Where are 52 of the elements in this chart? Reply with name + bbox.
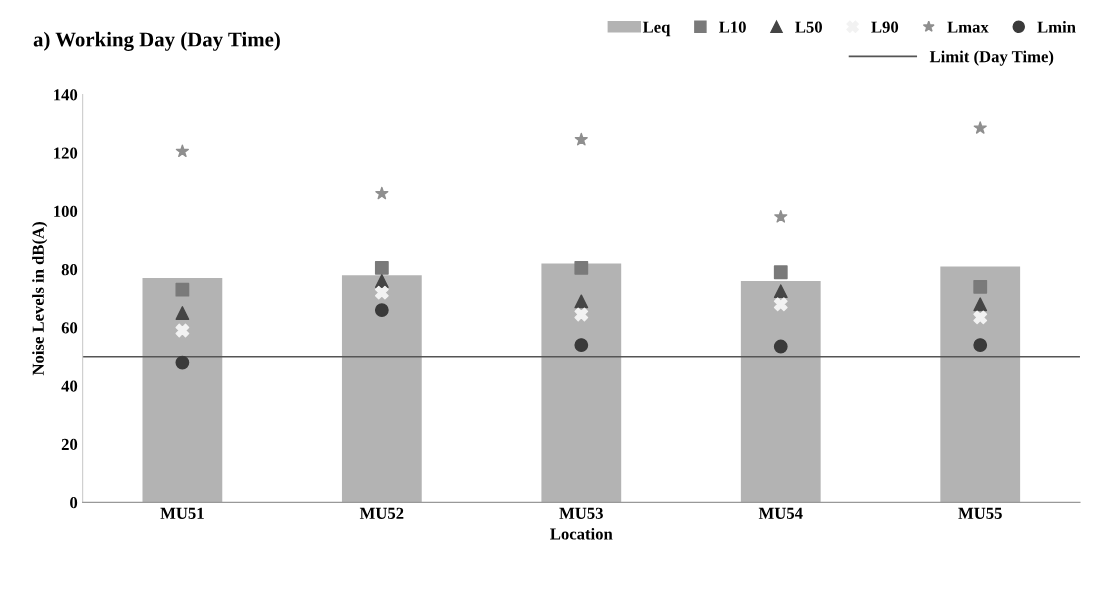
x-tick-label: MU51	[160, 507, 204, 519]
legend-label: Lmin	[1037, 21, 1076, 33]
x-tick-label: MU55	[958, 507, 1002, 519]
point	[375, 186, 389, 200]
legend-label: L10	[719, 21, 746, 33]
point	[973, 121, 987, 134]
point	[374, 260, 389, 275]
x-tick-label: MU53	[559, 507, 603, 519]
point	[374, 303, 389, 318]
bar	[341, 275, 422, 503]
x-tick-label: MU54	[758, 507, 803, 519]
bar	[541, 263, 622, 503]
point	[574, 294, 589, 309]
x-tick-label: MU52	[359, 507, 404, 519]
point	[175, 355, 190, 370]
bar	[740, 280, 821, 503]
y-tick-label: 80	[61, 264, 78, 276]
y-tick-label: 40	[61, 380, 78, 392]
legend-label: Lmax	[947, 21, 989, 33]
y-tick-label: 140	[54, 89, 78, 101]
legend-label: Leq	[642, 21, 671, 37]
point	[773, 284, 788, 299]
point	[574, 338, 589, 352]
point	[774, 209, 788, 223]
point	[374, 285, 389, 300]
point	[574, 260, 589, 275]
point	[574, 307, 589, 322]
legend-label: L50	[795, 21, 822, 33]
point	[175, 144, 189, 158]
point	[773, 339, 788, 354]
point	[175, 323, 190, 338]
legend-label: Limit (Day Time)	[929, 50, 1054, 66]
point	[773, 265, 788, 280]
x-axis-title: Location	[550, 527, 613, 540]
point	[175, 282, 190, 297]
point	[773, 297, 788, 312]
point	[973, 279, 988, 294]
y-tick-label: 100	[54, 205, 78, 218]
point	[574, 132, 588, 146]
chart-title: a) Working Day (Day Time)	[33, 31, 280, 51]
bar	[142, 278, 223, 503]
y-tick-label: 120	[54, 147, 78, 159]
y-tick-label: 20	[61, 438, 78, 451]
bar	[940, 266, 1021, 503]
point	[973, 297, 988, 312]
y-axis-title: Noise Levels in dB(A)	[32, 222, 48, 376]
legend-label: L90	[871, 21, 899, 33]
point	[973, 338, 988, 352]
point	[175, 306, 190, 320]
y-tick-label: 0	[70, 497, 78, 509]
point	[973, 310, 988, 325]
y-tick-label: 60	[61, 322, 78, 334]
